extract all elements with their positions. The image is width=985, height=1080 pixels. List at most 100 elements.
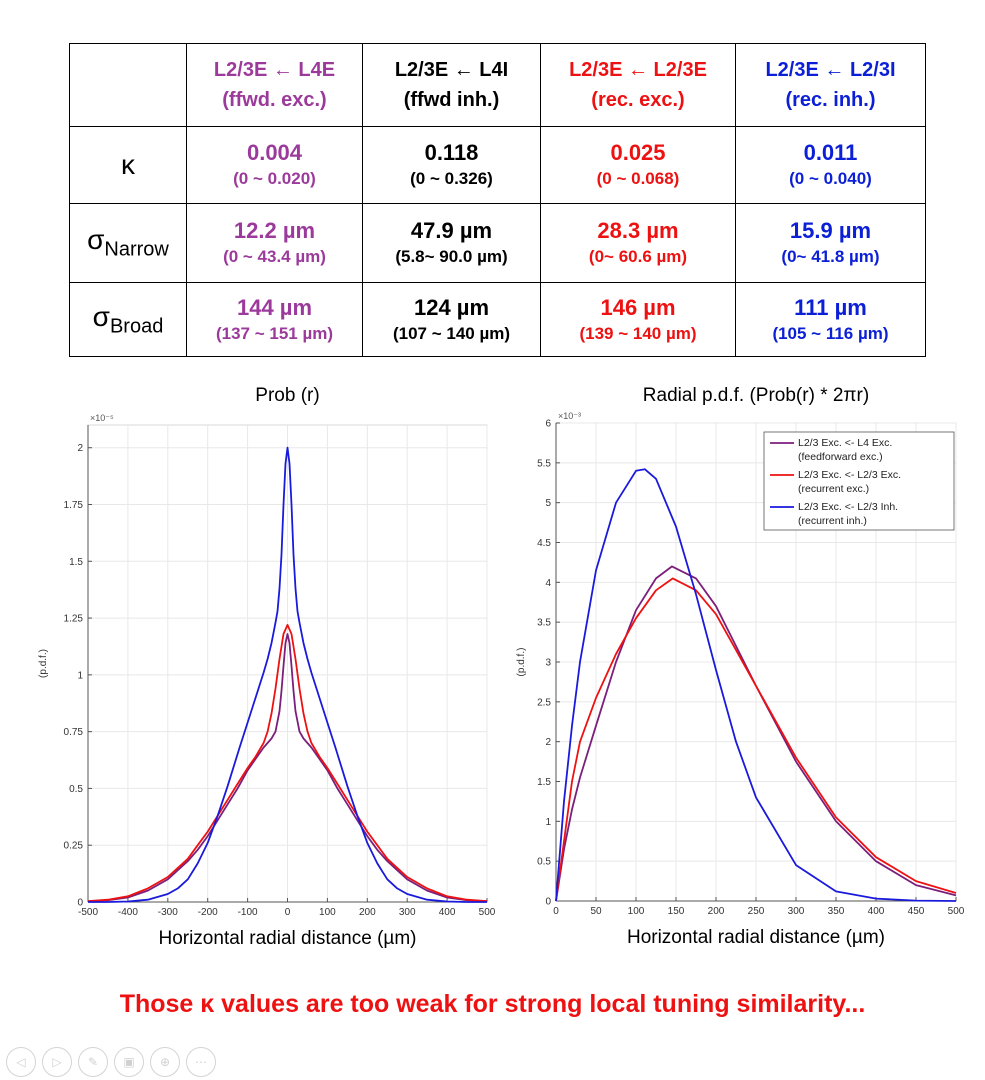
cell-value: 0.118 — [424, 140, 479, 165]
cell-value: 146 µm — [600, 294, 676, 320]
slides-icon: ▣ — [123, 1055, 135, 1069]
parameter-table: L2/3E ← L4E (ffwd. exc.) L2/3E ← L4I (ffwd… — [69, 43, 926, 357]
table-cell: 144 µm (137 ~ 151 µm) — [186, 282, 363, 357]
x-tick-label: 0 — [553, 906, 559, 917]
y-axis-label: (p.d.f.) — [516, 648, 527, 677]
symbol-text: σ — [87, 224, 105, 256]
zoom-button[interactable]: ⊕ — [150, 1047, 180, 1077]
legend-label-sub: (recurrent exc.) — [798, 483, 869, 495]
series-line-2 — [88, 446, 487, 903]
cell-value: 0.011 — [803, 140, 858, 165]
prob-r-chart: -500 -400 -300 -200 -100 0 100 200 300 400 500 0 0.2… — [30, 375, 500, 965]
table-cell: 111 µm (105 ~ 116 µm) — [735, 282, 926, 357]
pen-button[interactable]: ✎ — [78, 1047, 108, 1077]
y-tick-label: 2 — [77, 443, 83, 454]
y-tick-label: 1.5 — [537, 777, 551, 788]
table-cell: 0.011 (0 ~ 0.040) — [735, 126, 926, 204]
series-line-0 — [87, 633, 488, 903]
more-icon: ⋯ — [195, 1055, 207, 1069]
series-line-2 — [555, 468, 957, 902]
table-cell: 12.2 µm (0 ~ 43.4 µm) — [186, 203, 363, 283]
y-tick-label: 0.75 — [64, 727, 84, 738]
cell-value: 28.3 µm — [597, 218, 679, 243]
y-tick-label: 4.5 — [537, 538, 551, 549]
symbol-subscript: Broad — [109, 315, 164, 338]
table-cell: 0.004 (0 ~ 0.020) — [186, 126, 363, 204]
header-empty-cell — [69, 43, 187, 127]
table-cell: 124 µm (107 ~ 140 µm) — [362, 282, 541, 357]
x-tick-label: 500 — [948, 906, 965, 917]
cell-range: (0 ~ 0.020) — [233, 169, 316, 188]
y-tick-label: 0.5 — [69, 784, 83, 795]
cell-range: (105 ~ 116 µm) — [772, 323, 889, 343]
x-tick-label: 400 — [868, 906, 885, 917]
legend-label-sub: (recurrent inh.) — [798, 515, 867, 527]
header-line1: L2/3E ← L2/3I — [765, 59, 896, 81]
y-tick-label: 2.5 — [537, 697, 551, 708]
next-button[interactable]: ▷ — [42, 1047, 72, 1077]
y-axis-label: (p.d.f.) — [38, 649, 49, 678]
cell-range: (0~ 60.6 µm) — [588, 247, 688, 266]
table-cell: 28.3 µm (0~ 60.6 µm) — [540, 203, 736, 283]
table-row: σBroad 144 µm (137 ~ 151 µm) 124 µm (107 ~… — [69, 282, 926, 357]
x-tick-label: 350 — [828, 906, 845, 917]
header-line2: (ffwd inh.) — [403, 89, 500, 111]
x-tick-label: -200 — [198, 907, 218, 918]
header-line2: (rec. exc.) — [591, 89, 685, 111]
y-tick-label: 5 — [545, 498, 551, 509]
row-symbol-cell: σBroad — [69, 282, 187, 357]
symbol-subscript: Narrow — [104, 238, 169, 261]
table-header-row: L2/3E ← L4E (ffwd. exc.) L2/3E ← L4I (ffwd… — [69, 43, 926, 127]
y-tick-label: 6 — [545, 419, 551, 430]
x-tick-label: 400 — [439, 907, 456, 918]
y-tick-label: 0.5 — [537, 857, 551, 868]
y-tick-label: 0 — [545, 897, 551, 908]
header-line1: L2/3E ← L4I — [394, 59, 509, 81]
x-tick-label: 150 — [668, 906, 685, 917]
y-tick-label: 3.5 — [537, 618, 551, 629]
y-tick-label: 0.25 — [64, 841, 84, 852]
prev-button[interactable]: ◁ — [6, 1047, 36, 1077]
chart-title: Radial p.d.f. (Prob(r) * 2πr) — [643, 385, 869, 406]
footer-caption: Those κ values are too weak for strong l… — [119, 990, 866, 1018]
x-tick-label: 200 — [359, 907, 376, 918]
series-line-1 — [555, 577, 957, 902]
cell-value: 111 µm — [794, 294, 867, 320]
header-cell: L2/3E ← L4I (ffwd inh.) — [362, 43, 541, 127]
x-tick-label: 450 — [908, 906, 925, 917]
x-tick-label: 200 — [708, 906, 725, 917]
cell-range: (0 ~ 0.068) — [596, 169, 680, 188]
x-tick-label: -300 — [158, 907, 178, 918]
cell-value: 47.9 µm — [410, 218, 493, 243]
table-cell: 146 µm (139 ~ 140 µm) — [540, 282, 736, 357]
radial-pdf-chart-svg: 0 50 100 150 200 250 300 350 400 450 500 0 0.5 1 1.5 2 2… — [516, 385, 965, 948]
more-button[interactable]: ⋯ — [186, 1047, 216, 1077]
cell-range: (137 ~ 151 µm) — [215, 323, 334, 343]
symbol-text: σ — [92, 300, 110, 332]
cell-value: 15.9 µm — [789, 218, 872, 243]
x-axis-label: Horizontal radial distance (µm) — [627, 927, 885, 948]
x-tick-label: -500 — [78, 907, 98, 918]
cell-range: (0 ~ 0.326) — [410, 169, 493, 188]
cell-range: (5.8~ 90.0 µm) — [395, 247, 508, 266]
row-symbol-cell: κ — [69, 126, 187, 204]
sigma-symbol: σNarrow — [87, 224, 169, 261]
cell-value: 144 µm — [236, 294, 313, 320]
x-tick-label: -400 — [118, 907, 138, 918]
header-cell: L2/3E ← L2/3I (rec. inh.) — [735, 43, 926, 127]
table-cell: 47.9 µm (5.8~ 90.0 µm) — [362, 203, 541, 283]
cell-range: (0~ 41.8 µm) — [781, 247, 880, 266]
x-tick-label: 0 — [285, 907, 291, 918]
legend-box — [763, 431, 955, 531]
prob-r-chart-svg: -500 -400 -300 -200 -100 0 100 200 300 400 500 0 0.2… — [38, 385, 496, 949]
x-tick-label: 50 — [590, 906, 602, 917]
radial-pdf-chart: 0 50 100 150 200 250 300 350 400 450 500 0 0.5 1 1.5 2 2… — [500, 375, 975, 965]
x-tick-label: 500 — [479, 907, 496, 918]
y-tick-label: 1.75 — [64, 500, 84, 511]
x-tick-label: 100 — [319, 907, 336, 918]
x-tick-label: 300 — [399, 907, 416, 918]
cell-value: 124 µm — [413, 294, 490, 320]
legend-label: L2/3 Exc. <- L2/3 Inh. — [798, 501, 898, 513]
slides-button[interactable]: ▣ — [114, 1047, 144, 1077]
next-icon: ▷ — [52, 1055, 62, 1069]
